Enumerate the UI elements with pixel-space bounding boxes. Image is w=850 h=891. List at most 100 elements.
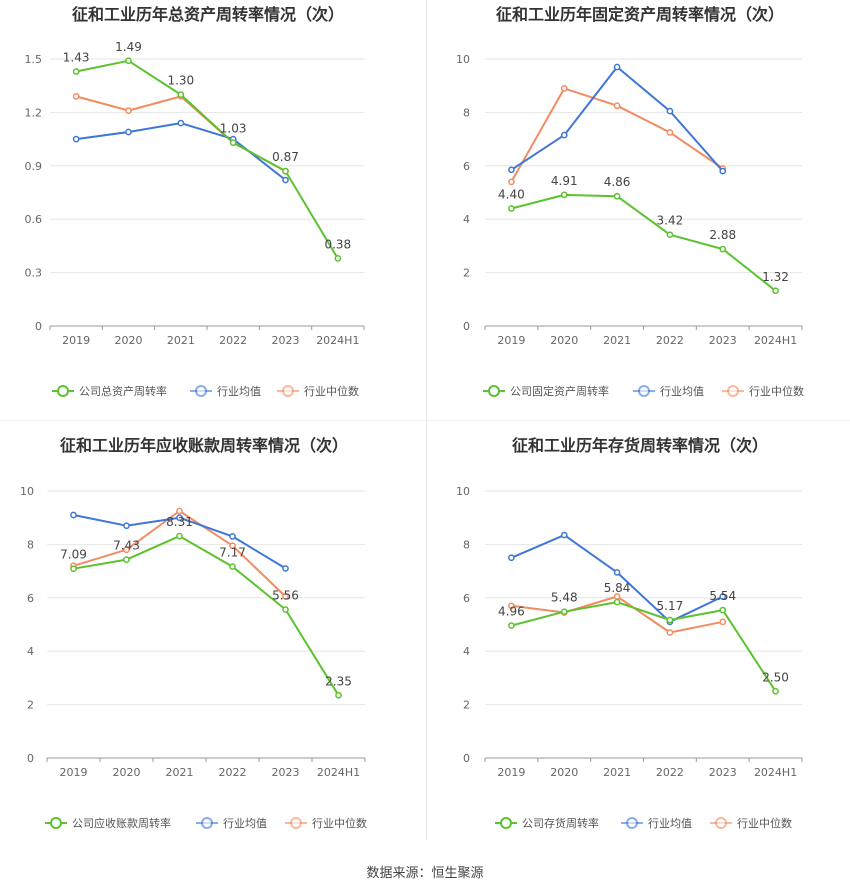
x-tick-label: 2020 — [550, 334, 578, 347]
data-point — [560, 608, 568, 616]
data-source-note: 数据来源：恒生聚源 — [366, 866, 484, 881]
legend-item-1: 公司存货周转率 — [495, 816, 599, 830]
y-tick-label: 6 — [463, 160, 470, 173]
data-label: 4.86 — [604, 175, 631, 189]
x-tick-label: 2024H1 — [316, 334, 359, 347]
series-line-1 — [511, 601, 777, 692]
data-label: 5.48 — [551, 591, 578, 605]
x-tick-label: 2020 — [113, 766, 141, 779]
data-point — [229, 542, 236, 550]
x-tick-label: 2024H1 — [754, 334, 797, 347]
data-point — [719, 167, 727, 175]
data-point — [772, 687, 779, 695]
legend-marker — [282, 385, 294, 397]
data-point — [508, 554, 515, 562]
y-tick-label: 0.3 — [25, 267, 43, 280]
chart-title: 征和工业历年应收账款周转率情况（次） — [60, 436, 348, 455]
data-point — [70, 565, 77, 573]
x-tick-label: 2019 — [497, 766, 525, 779]
legend-label: 公司总资产周转率 — [79, 384, 167, 398]
legend-item-2: 行业均值 — [621, 817, 692, 830]
legend-item-2: 行业均值 — [633, 385, 704, 398]
data-label: 3.42 — [657, 214, 684, 228]
data-point — [125, 107, 132, 114]
data-label: 2.35 — [325, 674, 352, 688]
data-point — [177, 91, 185, 98]
legend-marker — [500, 817, 512, 829]
data-point — [719, 606, 727, 614]
x-tick-label: 2022 — [219, 766, 247, 779]
legend-label: 行业均值 — [223, 817, 267, 830]
y-tick-label: 10 — [20, 485, 34, 498]
data-point — [613, 63, 621, 71]
x-tick-label: 2021 — [167, 334, 195, 347]
data-label: 7.17 — [219, 546, 246, 560]
x-tick-label: 2019 — [62, 334, 90, 347]
legend-label: 公司存货周转率 — [522, 816, 599, 830]
data-point — [282, 606, 289, 613]
data-point — [719, 618, 727, 626]
legend-item-1: 公司总资产周转率 — [52, 384, 167, 398]
legend-item-3: 行业中位数 — [285, 816, 367, 830]
y-tick-label: 0 — [463, 752, 470, 765]
data-label: 2.88 — [709, 228, 736, 242]
x-tick-label: 2020 — [115, 334, 143, 347]
data-point — [508, 178, 515, 186]
series-line-1 — [511, 193, 777, 292]
data-point — [613, 569, 621, 576]
y-tick-label: 8 — [463, 538, 470, 551]
y-tick-label: 1.5 — [25, 53, 43, 66]
y-tick-label: 0 — [463, 320, 470, 333]
legend-marker — [638, 385, 650, 397]
data-label: 4.40 — [498, 188, 525, 202]
data-point — [666, 129, 674, 136]
data-point — [613, 192, 621, 200]
y-tick-label: 6 — [463, 592, 470, 605]
x-tick-label: 2021 — [603, 766, 631, 779]
data-label: 5.17 — [657, 599, 684, 613]
data-point — [508, 622, 515, 629]
data-point — [123, 522, 130, 530]
legend-label: 行业中位数 — [737, 816, 792, 830]
data-point — [123, 556, 130, 563]
data-point — [229, 139, 237, 147]
legend-label: 行业均值 — [648, 817, 692, 830]
x-tick-label: 2019 — [497, 334, 525, 347]
legend-label: 公司应收账款周转率 — [72, 816, 171, 830]
legend-item-1: 公司固定资产周转率 — [483, 384, 609, 398]
horizontal-divider — [0, 420, 850, 421]
y-tick-label: 4 — [463, 213, 470, 226]
data-label: 0.87 — [272, 150, 299, 164]
x-tick-label: 2024H1 — [317, 766, 360, 779]
data-point — [176, 514, 183, 522]
data-point — [72, 93, 80, 100]
data-point — [282, 167, 289, 175]
data-point — [335, 691, 342, 699]
y-tick-label: 8 — [463, 106, 470, 119]
data-point — [508, 205, 515, 212]
legend-label: 公司固定资产周转率 — [510, 384, 609, 398]
legend-marker — [488, 385, 500, 397]
legend-item-3: 行业中位数 — [710, 816, 792, 830]
y-tick-label: 6 — [27, 592, 34, 605]
data-label: 2.50 — [762, 670, 789, 684]
data-point — [508, 166, 515, 174]
x-tick-label: 2023 — [709, 766, 737, 779]
y-tick-label: 2 — [27, 699, 34, 712]
legend-label: 行业中位数 — [312, 816, 367, 830]
y-tick-label: 0 — [27, 752, 34, 765]
y-tick-label: 2 — [463, 267, 470, 280]
y-tick-label: 4 — [27, 645, 34, 658]
x-tick-label: 2022 — [219, 334, 247, 347]
data-label: 4.91 — [551, 174, 578, 188]
x-tick-label: 2019 — [60, 766, 88, 779]
legend-marker — [57, 385, 69, 397]
y-tick-label: 4 — [463, 645, 470, 658]
legend-label: 行业均值 — [217, 385, 261, 398]
data-label: 1.30 — [167, 74, 194, 88]
data-label: 5.84 — [604, 581, 631, 595]
data-point — [613, 598, 621, 606]
data-point — [666, 629, 674, 636]
